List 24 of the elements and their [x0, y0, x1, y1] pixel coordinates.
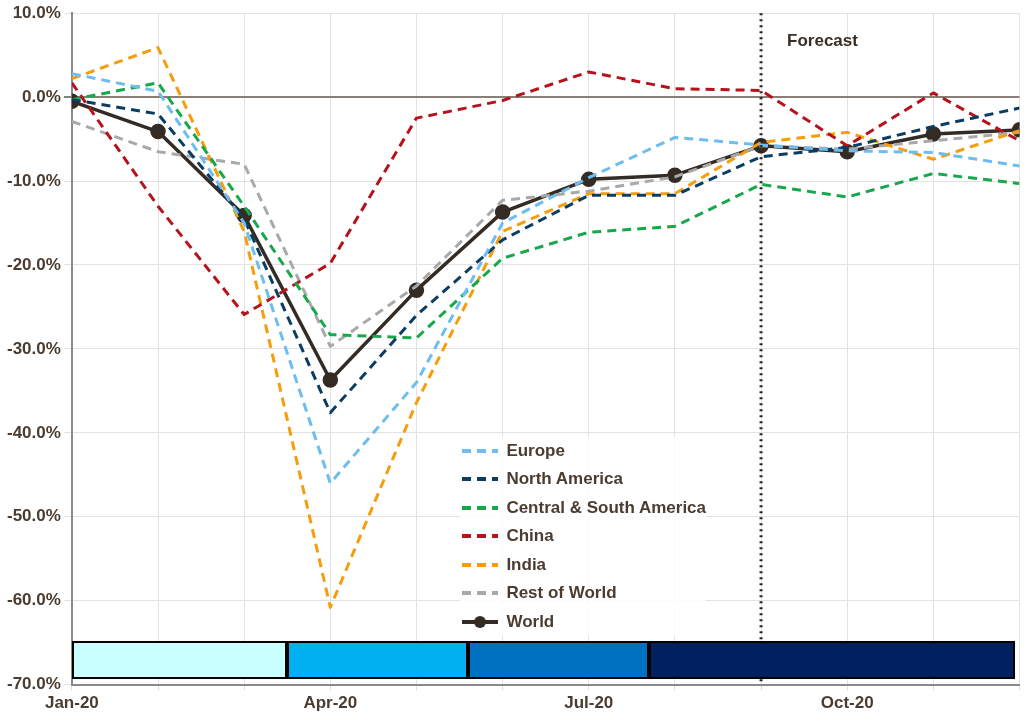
- legend-label: Europe: [506, 440, 565, 461]
- point: [322, 372, 339, 388]
- y-tick-label: 10.0%: [12, 2, 61, 22]
- x-tick-label: Apr-20: [303, 693, 358, 713]
- y-tick-label: -20.0%: [6, 254, 61, 274]
- point: [925, 126, 942, 142]
- legend-label: India: [506, 554, 547, 575]
- x-tick-label: Oct-20: [820, 693, 874, 713]
- legend-label: China: [506, 526, 554, 547]
- y-tick-label: 0.0%: [22, 86, 61, 106]
- y-tick-label: -60.0%: [6, 590, 61, 610]
- y-tick-label: -50.0%: [6, 506, 61, 526]
- y-tick-label: -40.0%: [6, 422, 61, 442]
- point: [494, 204, 511, 220]
- legend-label: Rest of World: [506, 583, 617, 604]
- legend-label: Central & South America: [506, 497, 707, 518]
- legend-label: North America: [506, 469, 623, 490]
- x-tick-label: Jan-20: [44, 693, 99, 713]
- ref-line-label: Forecast: [787, 31, 859, 51]
- x-tick-label: Jul-20: [564, 693, 614, 713]
- y-tick-label: -30.0%: [6, 338, 61, 358]
- legend-label: World: [506, 611, 555, 632]
- y-tick-label: -10.0%: [6, 170, 61, 190]
- y-tick-label: -70.0%: [6, 674, 61, 694]
